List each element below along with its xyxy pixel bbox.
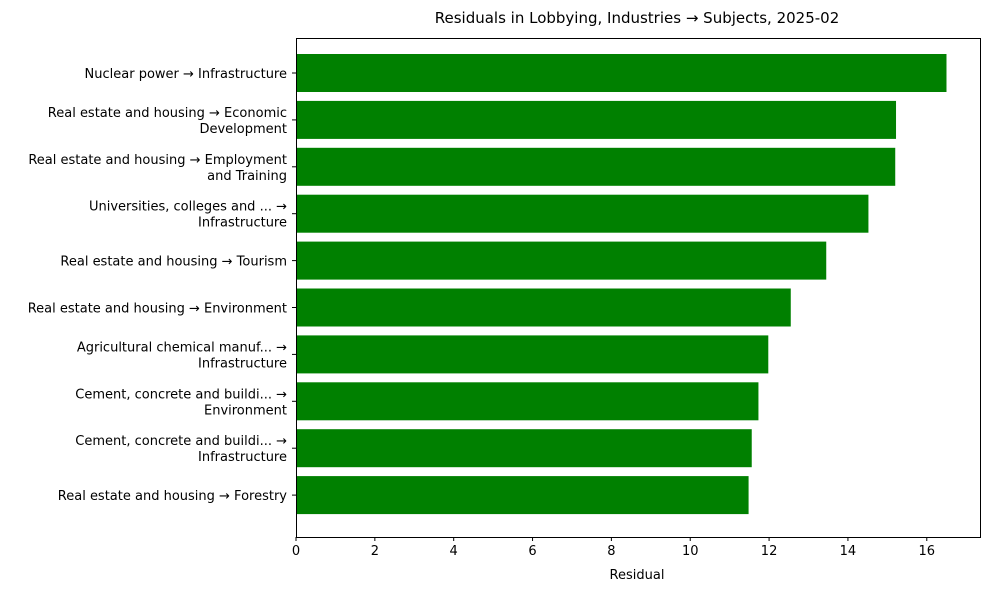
- bar: [296, 194, 869, 233]
- y-tick-label: Cement, concrete and buildi... → Infrastr…: [75, 434, 287, 465]
- bar: [296, 335, 769, 374]
- bars-group: [296, 54, 947, 515]
- y-tick-label: Real estate and housing → Environment: [28, 302, 287, 317]
- bar: [296, 288, 791, 327]
- y-tick-label: Universities, colleges and ... → Infrastr…: [89, 200, 287, 231]
- bar: [296, 147, 896, 186]
- y-tick-label: Real estate and housing → Forestry: [58, 489, 288, 504]
- x-tick-label: 8: [607, 544, 615, 559]
- y-tick-label: Nuclear power → Infrastructure: [85, 67, 287, 82]
- x-tick-label: 4: [450, 544, 458, 559]
- y-tick-label: Cement, concrete and buildi... → Environm…: [75, 387, 287, 418]
- plot-frame: [296, 38, 981, 538]
- bar: [296, 429, 752, 468]
- x-axis-label: Residual: [610, 568, 665, 583]
- y-tick-label: Real estate and housing → Tourism: [60, 255, 287, 270]
- x-tick-label: 0: [292, 544, 300, 559]
- bar: [296, 241, 827, 280]
- chart-title: Residuals in Lobbying, Industries → Subj…: [435, 9, 840, 27]
- x-tick-label: 14: [840, 544, 857, 559]
- x-tick-label: 10: [682, 544, 699, 559]
- bar: [296, 100, 897, 139]
- y-tick-label: Agricultural chemical manuf... → Infrastr…: [77, 340, 287, 371]
- y-tick-label: Real estate and housing → Economic Develo…: [48, 106, 287, 137]
- bar: [296, 476, 749, 515]
- x-tick-label: 2: [371, 544, 379, 559]
- y-axis-ticks: Nuclear power → Infrastructure Real estat…: [28, 67, 296, 504]
- x-tick-label: 16: [919, 544, 936, 559]
- x-tick-label: 6: [528, 544, 536, 559]
- bar: [296, 382, 759, 421]
- y-tick-label: Real estate and housing → Employment and …: [28, 153, 287, 184]
- bar: [296, 54, 947, 92]
- x-tick-label: 12: [761, 544, 778, 559]
- x-axis-ticks: 0 2 4 6 8 10 12 14 16: [292, 537, 935, 559]
